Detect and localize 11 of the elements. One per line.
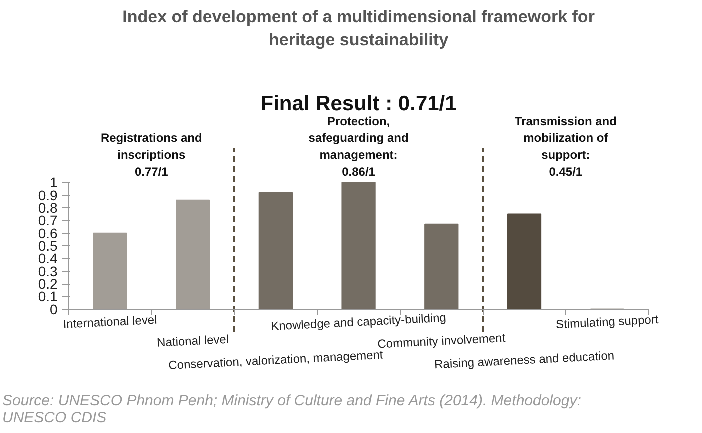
chart-subtitle: Final Result : 0.71/1	[260, 92, 458, 116]
x-tick-label: Knowledge and capacity-building	[270, 310, 447, 334]
x-tick-label: National level	[156, 332, 230, 350]
text: Transmission and mobilization of support: 0.45/1	[514, 114, 617, 179]
source-note: Source: UNESCO Phnom Penh; Ministry of Culture and Fine Arts (2014). Methodology: UNESCO CDIS	[2, 392, 582, 426]
x-tick-label: International level	[62, 312, 158, 332]
text: Protection, safeguarding and management: 0.86/1	[308, 114, 409, 179]
chart-title: Index of development of a multidimensional framework for heritage sustainability	[122, 8, 596, 50]
x-tick-label: Raising awareness and education	[434, 348, 615, 372]
x-tick-label: Stimulating support	[556, 312, 660, 332]
text: Registrations and inscriptions 0.77/1	[100, 131, 202, 179]
